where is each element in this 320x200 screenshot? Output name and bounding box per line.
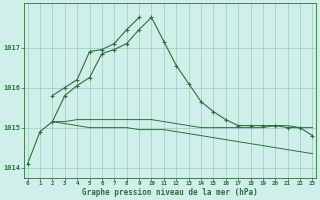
X-axis label: Graphe pression niveau de la mer (hPa): Graphe pression niveau de la mer (hPa) [82,188,258,197]
